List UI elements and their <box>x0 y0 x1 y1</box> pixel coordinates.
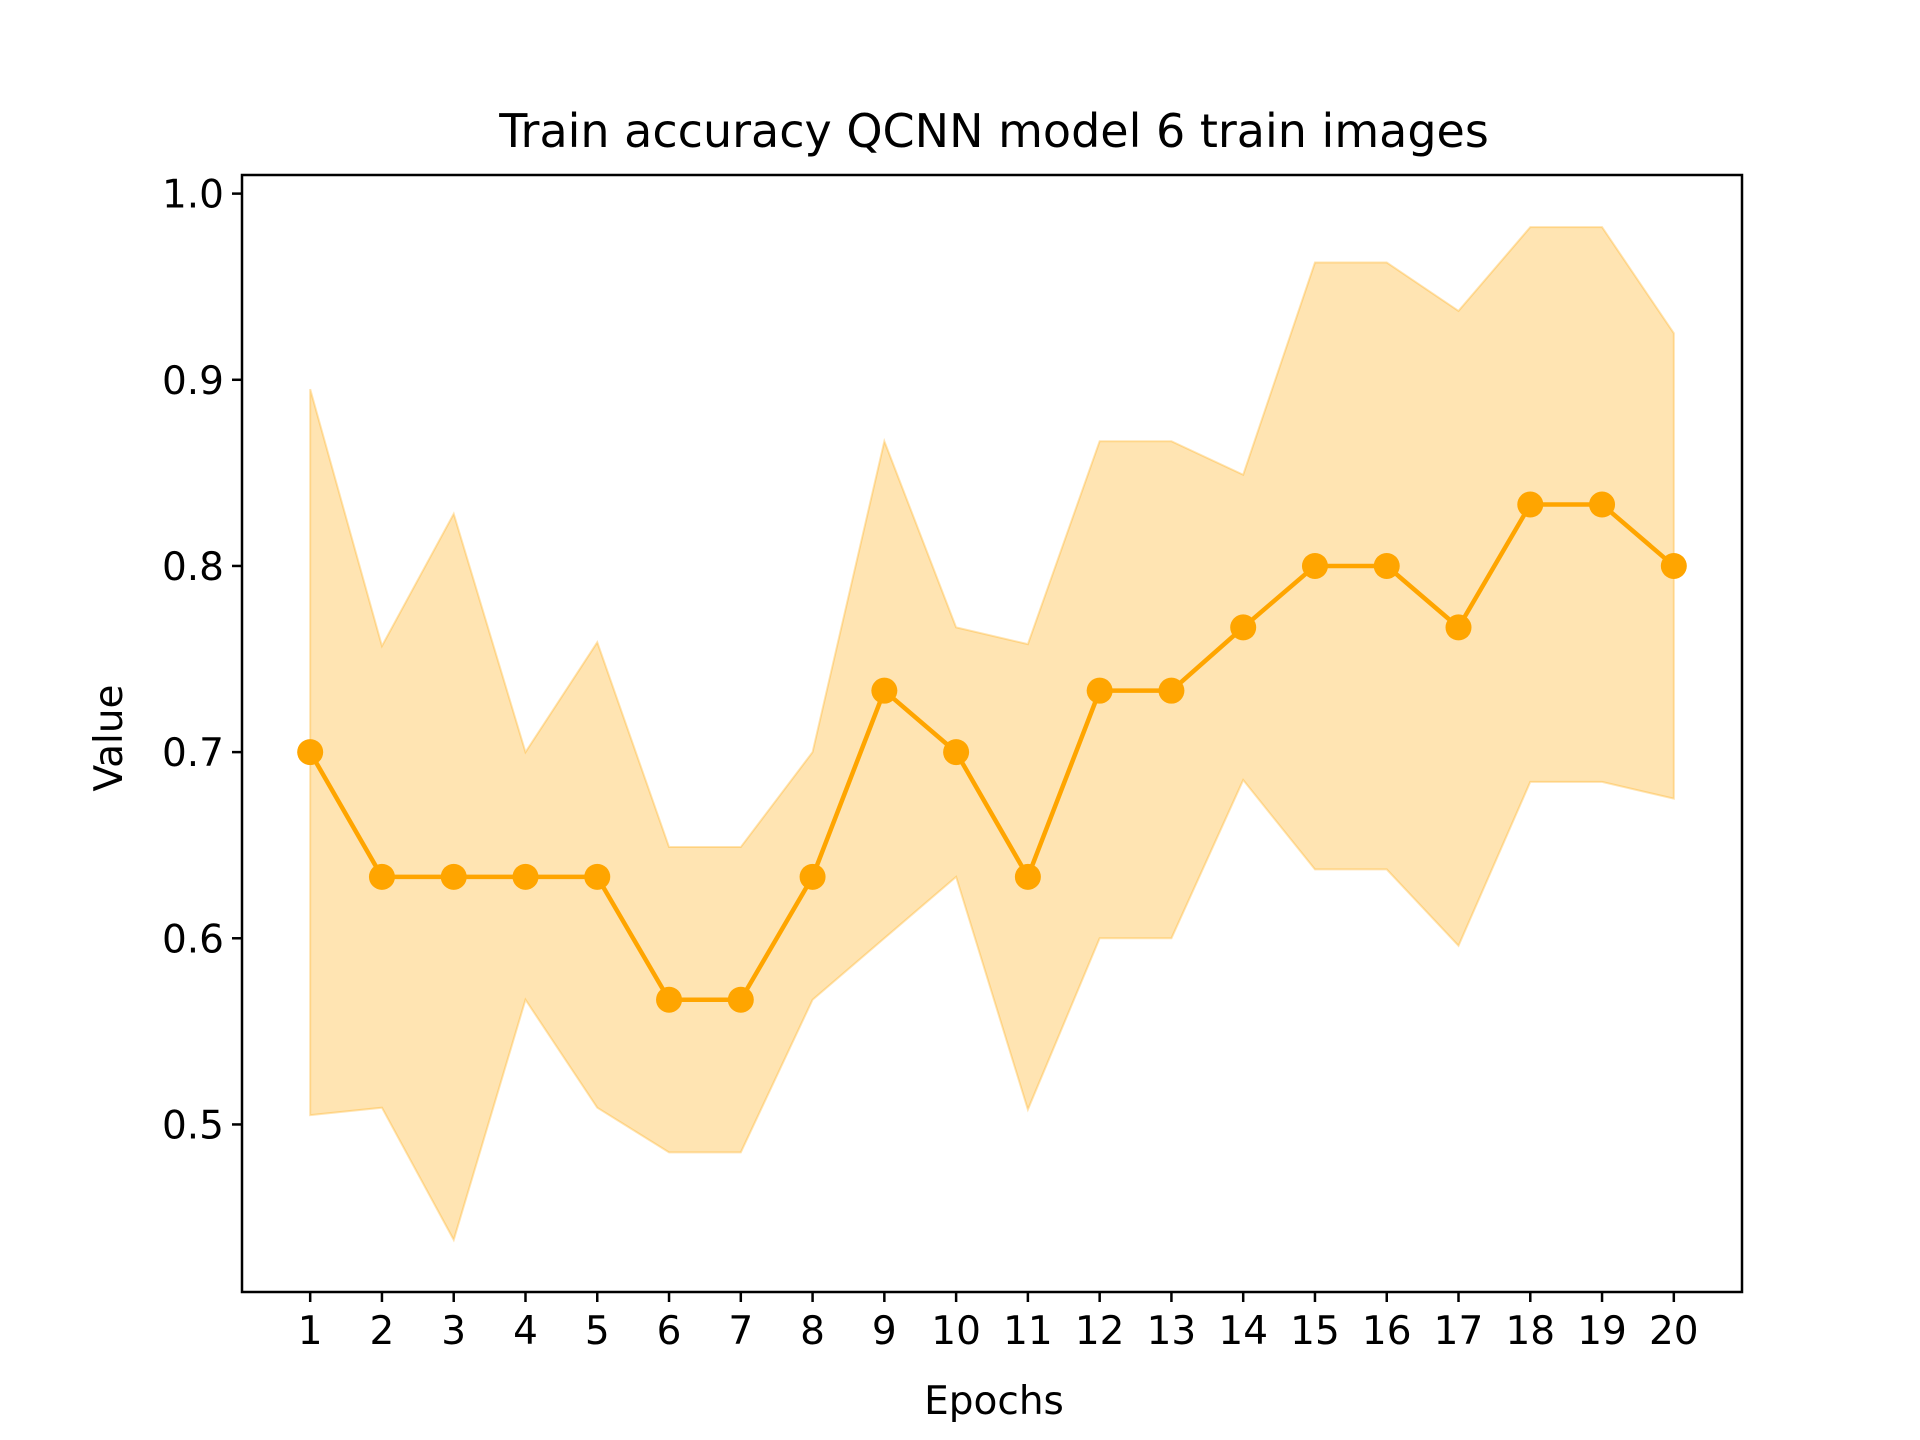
y-tick-label: 0.5 <box>162 1103 224 1148</box>
series-markers <box>297 491 1687 1013</box>
data-point <box>799 863 826 890</box>
data-point <box>871 677 898 704</box>
x-tick-label: 6 <box>657 1309 682 1354</box>
x-tick-label: 17 <box>1434 1309 1484 1354</box>
y-tick-label: 0.9 <box>162 359 224 404</box>
x-tick-label: 18 <box>1505 1309 1555 1354</box>
x-tick-label: 5 <box>585 1309 610 1354</box>
x-tick-label: 11 <box>1003 1309 1053 1354</box>
data-point <box>1660 552 1687 579</box>
data-point <box>512 863 539 890</box>
x-tick-label: 14 <box>1218 1309 1268 1354</box>
data-point <box>1589 491 1616 518</box>
y-tick-label: 0.7 <box>162 731 224 776</box>
data-point <box>440 863 467 890</box>
plot-area <box>297 226 1687 1243</box>
data-point <box>656 986 683 1013</box>
x-tick-label: 4 <box>513 1309 538 1354</box>
axes-frame <box>240 173 1744 1294</box>
data-point <box>584 863 611 890</box>
x-tick-label: 9 <box>872 1309 897 1354</box>
x-tick-label: 1 <box>298 1309 323 1354</box>
data-point <box>1517 491 1544 518</box>
confidence-band <box>309 226 1675 1243</box>
x-tick-label: 13 <box>1147 1309 1197 1354</box>
data-point <box>368 863 395 890</box>
x-axis-label: Epochs <box>924 1379 1064 1424</box>
x-tick-label: 7 <box>728 1309 753 1354</box>
chart-title: Train accuracy QCNN model 6 train images <box>498 104 1489 158</box>
x-tick-label: 15 <box>1290 1309 1340 1354</box>
data-point <box>1301 552 1328 579</box>
data-point <box>1373 552 1400 579</box>
x-tick-label: 8 <box>800 1309 825 1354</box>
data-point <box>1230 614 1257 641</box>
data-point <box>1086 677 1113 704</box>
data-point <box>1014 863 1041 890</box>
y-tick-label: 1.0 <box>162 173 224 218</box>
data-point <box>727 986 754 1013</box>
x-axis: 1 2 3 4 5 6 7 8 9 10 11 12 13 14 15 16 17 18 19 20 <box>298 1292 1699 1354</box>
x-tick-label: 3 <box>441 1309 466 1354</box>
x-tick-label: 12 <box>1075 1309 1125 1354</box>
x-tick-label: 19 <box>1577 1309 1627 1354</box>
y-tick-label: 0.6 <box>162 917 224 962</box>
data-point <box>943 739 970 766</box>
x-tick-label: 10 <box>931 1309 981 1354</box>
data-point <box>1158 677 1185 704</box>
x-tick-label: 2 <box>370 1309 395 1354</box>
x-tick-label: 16 <box>1362 1309 1412 1354</box>
x-tick-label: 20 <box>1649 1309 1699 1354</box>
data-point <box>1445 614 1472 641</box>
data-point <box>297 739 324 766</box>
y-tick-label: 0.8 <box>162 545 224 590</box>
y-axis: 0.5 0.6 0.7 0.8 0.9 1.0 <box>162 173 242 1148</box>
y-axis-label: Value <box>87 684 132 791</box>
